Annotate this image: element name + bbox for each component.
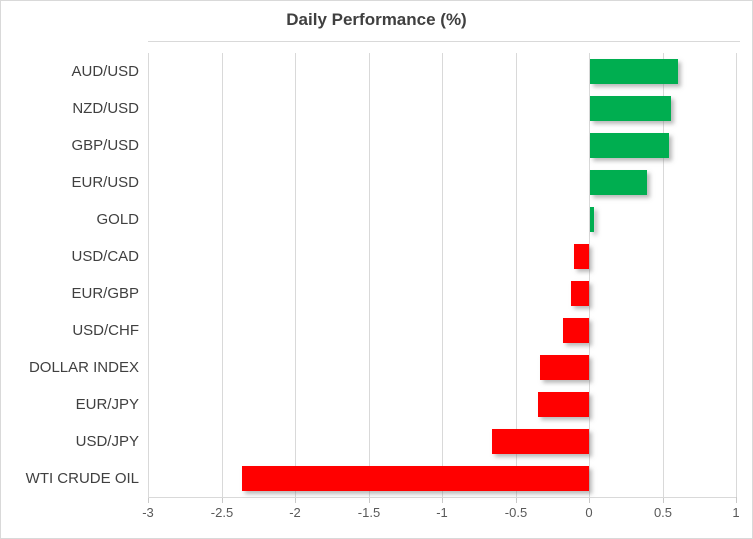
gridline: [589, 53, 590, 497]
category-label-gold: GOLD: [96, 211, 139, 228]
category-label-nzd-usd: NZD/USD: [72, 100, 139, 117]
axis-tick-mark: [222, 497, 223, 503]
x-tick-label: -3: [142, 505, 154, 520]
axis-tick-mark: [442, 497, 443, 503]
gridline: [222, 53, 223, 497]
bar-eur-gbp: [571, 281, 589, 306]
category-label-wti-crude-oil: WTI CRUDE OIL: [25, 470, 139, 487]
axis-tick-mark: [736, 497, 737, 503]
axis-tick-mark: [516, 497, 517, 503]
x-tick-label: 1: [732, 505, 740, 520]
axis-tick-mark: [369, 497, 370, 503]
bar-gbp-usd: [590, 133, 669, 158]
x-tick-label: -2.5: [210, 505, 234, 520]
gridline: [295, 53, 296, 497]
x-tick-label: 0: [585, 505, 593, 520]
x-tick-label: -0.5: [504, 505, 528, 520]
gridline: [369, 53, 370, 497]
bar-eur-usd: [590, 170, 647, 195]
bar-aud-usd: [590, 59, 678, 84]
category-label-eur-usd: EUR/USD: [71, 174, 139, 191]
bar-dollar-index: [540, 355, 589, 380]
axis-tick-mark: [295, 497, 296, 503]
x-tick-label: 0.5: [653, 505, 673, 520]
bar-wti-crude-oil: [242, 466, 589, 491]
axis-tick-mark: [589, 497, 590, 503]
bar-eur-jpy: [538, 392, 589, 417]
x-tick-label: -2: [289, 505, 301, 520]
bar-gold: [590, 207, 594, 232]
category-label-eur-gbp: EUR/GBP: [71, 285, 139, 302]
category-label-usd-cad: USD/CAD: [71, 248, 139, 265]
plot-top-border: [148, 41, 740, 42]
bar-usd-jpy: [492, 429, 589, 454]
bar-usd-chf: [563, 318, 589, 343]
gridline: [516, 53, 517, 497]
axis-tick-mark: [148, 497, 149, 503]
category-label-gbp-usd: GBP/USD: [71, 137, 139, 154]
x-axis-line: [148, 497, 736, 498]
gridline: [736, 53, 737, 497]
bar-usd-cad: [574, 244, 589, 269]
gridline: [148, 53, 149, 497]
bar-nzd-usd: [590, 96, 671, 121]
category-label-dollar-index: DOLLAR INDEX: [28, 359, 139, 376]
x-tick-label: -1: [436, 505, 448, 520]
category-label-usd-chf: USD/CHF: [72, 322, 139, 339]
gridline: [663, 53, 664, 497]
chart-title: Daily Performance (%): [286, 10, 467, 29]
category-label-aud-usd: AUD/USD: [71, 63, 139, 80]
category-label-eur-jpy: EUR/JPY: [75, 396, 139, 413]
category-label-usd-jpy: USD/JPY: [75, 433, 139, 450]
axis-tick-mark: [663, 497, 664, 503]
gridline: [442, 53, 443, 497]
x-tick-label: -1.5: [357, 505, 381, 520]
